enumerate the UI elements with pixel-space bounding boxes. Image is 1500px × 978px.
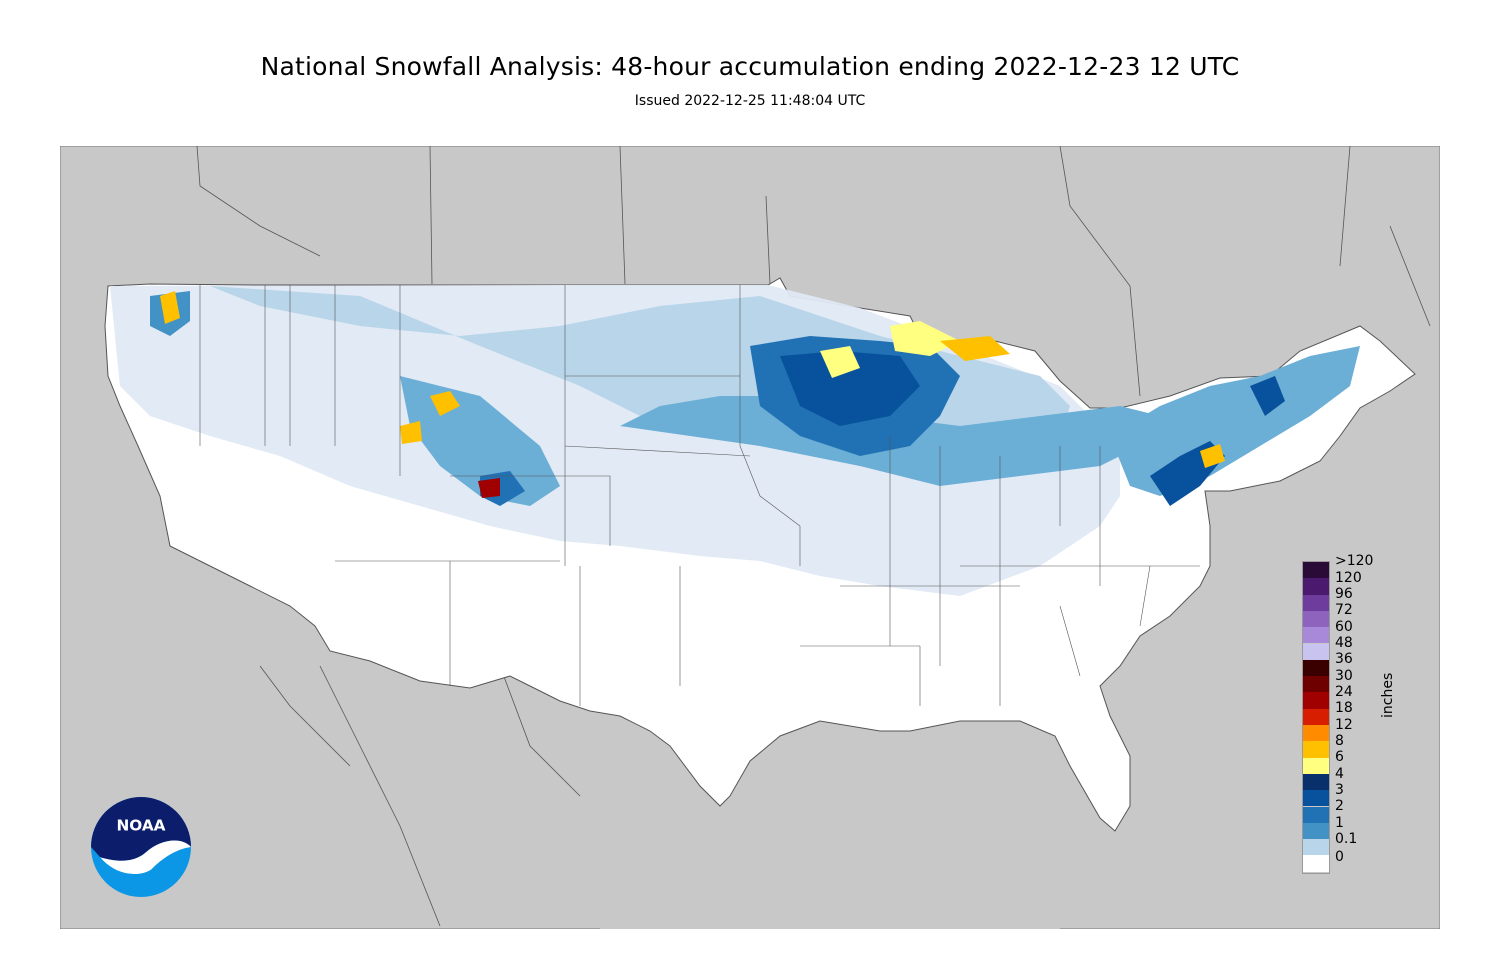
legend-swatch bbox=[1303, 578, 1329, 595]
legend-swatch bbox=[1303, 790, 1329, 807]
legend-label: 24 bbox=[1335, 684, 1353, 700]
snowfall-map bbox=[60, 146, 1440, 929]
legend-label: 3 bbox=[1335, 782, 1344, 798]
legend-units: inches bbox=[1380, 672, 1396, 718]
noaa-logo: NOAA bbox=[91, 797, 191, 897]
legend-label: 0.1 bbox=[1335, 831, 1358, 847]
legend-label: 72 bbox=[1335, 602, 1353, 618]
legend-label: 120 bbox=[1335, 570, 1362, 586]
legend-swatch bbox=[1303, 708, 1329, 725]
legend-swatch bbox=[1303, 741, 1329, 758]
legend-swatch bbox=[1303, 757, 1329, 774]
legend-swatch bbox=[1303, 610, 1329, 628]
legend-label: 60 bbox=[1335, 619, 1353, 635]
legend-swatch bbox=[1303, 855, 1329, 872]
map-title: National Snowfall Analysis: 48-hour accu… bbox=[260, 52, 1240, 81]
legend-label: 0 bbox=[1335, 849, 1344, 865]
legend-swatch bbox=[1303, 562, 1329, 579]
legend-swatch bbox=[1303, 643, 1329, 660]
legend-swatch bbox=[1303, 822, 1329, 840]
legend-label: 30 bbox=[1335, 668, 1353, 684]
mexico-border-lines bbox=[259, 665, 581, 927]
legend-label: 8 bbox=[1335, 733, 1344, 749]
legend-swatch bbox=[1303, 806, 1329, 823]
legend-label: 1 bbox=[1335, 815, 1344, 831]
legend-label: 48 bbox=[1335, 635, 1353, 651]
legend-label: 18 bbox=[1335, 700, 1353, 716]
legend-swatch bbox=[1303, 627, 1329, 644]
legend-label: 96 bbox=[1335, 586, 1353, 602]
legend-swatch bbox=[1303, 594, 1329, 611]
canada-border-lines bbox=[196, 146, 1431, 397]
legend-label: >120 bbox=[1335, 553, 1374, 569]
legend-swatch bbox=[1303, 676, 1329, 693]
legend-label: 36 bbox=[1335, 651, 1353, 667]
legend-swatch bbox=[1303, 692, 1329, 709]
legend-label: 12 bbox=[1335, 717, 1353, 733]
legend-swatch bbox=[1303, 659, 1329, 677]
snow-accumulation-layer bbox=[110, 285, 1360, 596]
color-legend bbox=[1302, 561, 1330, 874]
legend-label: 2 bbox=[1335, 798, 1344, 814]
noaa-logo-text: NOAA bbox=[116, 817, 165, 835]
legend-label: 6 bbox=[1335, 749, 1344, 765]
issued-timestamp: Issued 2022-12-25 11:48:04 UTC bbox=[634, 93, 866, 109]
legend-swatch bbox=[1303, 839, 1329, 856]
legend-swatch bbox=[1303, 773, 1329, 791]
legend-label: 4 bbox=[1335, 766, 1344, 782]
state-boundaries bbox=[199, 285, 1200, 706]
legend-swatch bbox=[1303, 725, 1329, 742]
